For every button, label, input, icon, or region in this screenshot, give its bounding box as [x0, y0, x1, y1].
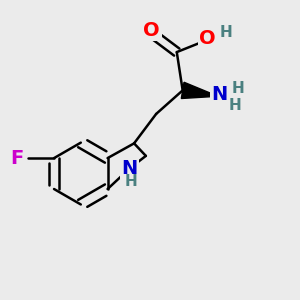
Text: N: N	[211, 85, 228, 104]
Text: N: N	[122, 159, 138, 178]
Text: H: H	[228, 98, 241, 112]
Text: O: O	[200, 29, 216, 48]
Text: H: H	[125, 174, 137, 189]
Text: F: F	[11, 148, 24, 168]
Text: O: O	[143, 20, 160, 40]
Text: H: H	[231, 81, 244, 96]
Text: H: H	[220, 26, 232, 40]
Polygon shape	[181, 82, 218, 98]
